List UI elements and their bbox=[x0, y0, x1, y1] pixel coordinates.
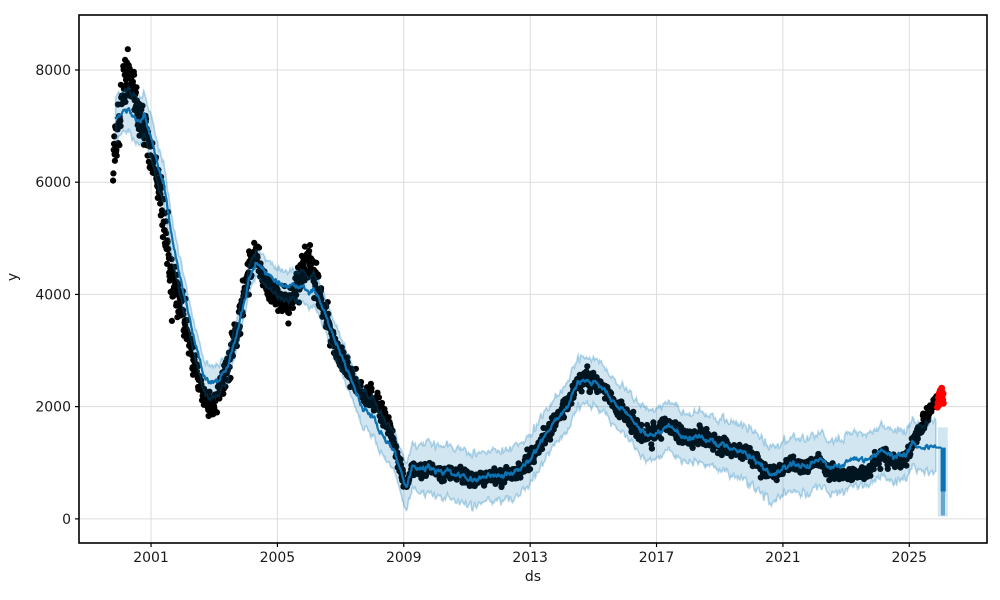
x-tick-label: 2005 bbox=[260, 550, 296, 566]
y-tick-label: 0 bbox=[62, 512, 71, 528]
y-axis-label: y bbox=[5, 273, 21, 281]
plot-border bbox=[78, 14, 988, 544]
x-tick-label: 2017 bbox=[639, 550, 675, 566]
x-axis-label: ds bbox=[525, 569, 541, 585]
grid bbox=[79, 15, 987, 543]
anomaly-point bbox=[940, 399, 947, 407]
future-forecast-tail bbox=[940, 491, 945, 516]
anomaly-point bbox=[939, 390, 947, 398]
x-tick-label: 2013 bbox=[512, 550, 548, 566]
axes: 2001 2005 2009 2013 2017 2021 2025 0 2000 4000 600… bbox=[35, 14, 988, 566]
y-tick-label: 8000 bbox=[35, 63, 71, 79]
x-tick-label: 2025 bbox=[891, 550, 927, 566]
y-tick-label: 2000 bbox=[35, 400, 71, 416]
x-tick-label: 2001 bbox=[133, 550, 169, 566]
anomaly-points bbox=[934, 384, 947, 411]
forecast-line-path bbox=[114, 107, 942, 488]
y-tick-label: 4000 bbox=[35, 287, 71, 303]
x-tick-label: 2009 bbox=[386, 550, 422, 566]
observed-points bbox=[110, 46, 940, 491]
y-tick-label: 6000 bbox=[35, 175, 71, 191]
uncertainty-band bbox=[114, 84, 948, 517]
forecast-line bbox=[114, 107, 946, 516]
x-tick-label: 2021 bbox=[765, 550, 801, 566]
future-forecast-bar bbox=[940, 447, 946, 492]
uncertainty-band-shape bbox=[114, 84, 937, 512]
